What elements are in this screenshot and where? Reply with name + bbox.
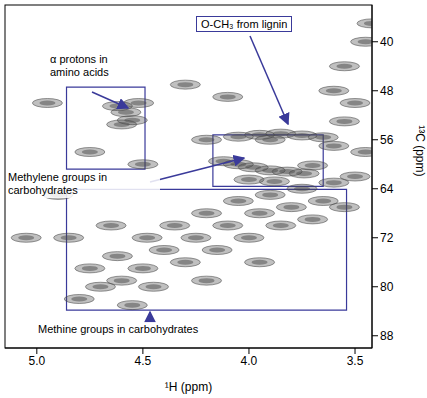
svg-text:88: 88 (380, 329, 394, 343)
svg-text:48: 48 (380, 84, 394, 98)
svg-text:4.5: 4.5 (135, 354, 152, 368)
svg-text:80: 80 (380, 280, 394, 294)
svg-text:72: 72 (380, 231, 394, 245)
svg-text:56: 56 (380, 133, 394, 147)
html-text:O-CH₃ from lignin: O-CH₃ from lignin (201, 18, 288, 30)
html-text:Methine groups in carbohydrate: Methine groups in carbohydrates (38, 323, 199, 335)
svg-text:64: 64 (380, 182, 394, 196)
svg-text:5.0: 5.0 (28, 354, 45, 368)
svg-text:¹³C (ppm): ¹³C (ppm) (413, 125, 427, 176)
html-text:Methylene groups in carbohydra: Methylene groups in carbohydrates (8, 171, 108, 196)
svg-text:4.0: 4.0 (241, 354, 258, 368)
svg-text:40: 40 (380, 35, 394, 49)
svg-text:3.5: 3.5 (347, 354, 364, 368)
html-text:α protons in amino acids: α protons in amino acids (50, 53, 109, 78)
svg-text:¹H (ppm): ¹H (ppm) (165, 380, 212, 394)
